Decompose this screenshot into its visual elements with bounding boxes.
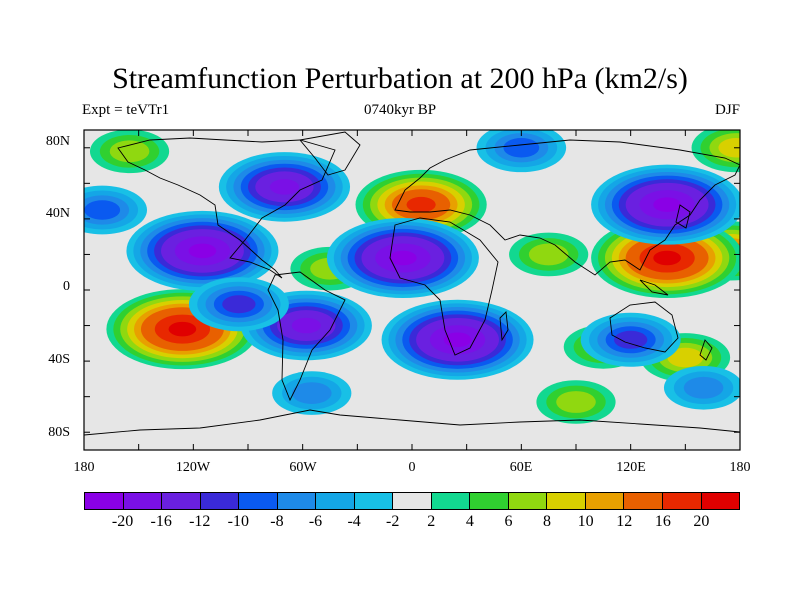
x-tick-180w: 180 — [73, 460, 95, 475]
colorbar-label: 12 — [616, 513, 633, 530]
coastlines — [84, 131, 740, 436]
anomaly-arctic-north-pacific-high — [89, 130, 170, 174]
colorbar-cell — [393, 493, 432, 509]
colorbar-label: -4 — [347, 513, 361, 530]
anomaly-central-atlantic-low — [326, 218, 479, 298]
x-tick-120w: 120W — [175, 460, 211, 475]
x-tick-60e: 60E — [509, 460, 533, 475]
contour-level — [406, 196, 436, 213]
colorbar — [84, 492, 740, 510]
colorbar-cell — [239, 493, 278, 509]
colorbar-cell — [123, 493, 163, 509]
colorbar-cell — [277, 493, 317, 509]
time-label: 0740kyr BP — [363, 102, 437, 118]
anomaly-north-pacific-west-low — [84, 185, 148, 235]
contour-level — [503, 138, 540, 158]
anomaly-central-pacific-low — [126, 210, 279, 291]
y-tick-80s: 80S — [48, 425, 70, 440]
contour-level — [653, 197, 681, 212]
contour-level — [222, 295, 256, 314]
contour-level — [443, 332, 472, 348]
contour-level — [109, 140, 150, 163]
colorbar-label: 4 — [465, 513, 474, 530]
contour-level — [683, 376, 724, 399]
colorbar-cell — [431, 493, 471, 509]
contour-level — [667, 347, 704, 368]
experiment-label: Expt = teVTr1 — [82, 102, 170, 118]
colorbar-label: 16 — [654, 513, 671, 530]
colorbar-cell — [354, 493, 394, 509]
contour-level — [168, 321, 197, 337]
colorbar-label: -2 — [386, 513, 400, 530]
anomaly-south-africa-low — [381, 299, 534, 380]
anomaly-arctic-russia-low — [476, 130, 567, 173]
contour-level — [389, 250, 417, 266]
anomaly-southwest-pacific-low — [663, 365, 740, 410]
y-tick-40s: 40S — [48, 352, 70, 367]
contour-level — [614, 330, 648, 349]
anomaly-indian-ocean-high — [509, 232, 589, 277]
x-tick-180e: 180 — [729, 460, 751, 475]
colorbar-cell — [624, 493, 663, 509]
colorbar-cell — [470, 493, 509, 509]
colorbar-cell — [316, 493, 355, 509]
colorbar-label: -12 — [189, 513, 211, 530]
x-tick-60w: 60W — [289, 460, 317, 475]
season-label: DJF — [714, 102, 740, 118]
x-tick-0: 0 — [408, 460, 416, 475]
colorbar-label: -10 — [227, 513, 250, 530]
colorbar-label: 2 — [427, 513, 436, 530]
anomaly-east-pacific-low — [188, 277, 289, 332]
contour-level — [291, 317, 321, 334]
colorbar-cell — [701, 493, 740, 509]
colorbar-label: -8 — [270, 513, 284, 530]
y-tick-40n: 40N — [45, 206, 70, 221]
contour-level — [556, 391, 596, 413]
x-tick-120e: 120E — [616, 460, 646, 475]
anomaly-north-asia-high — [691, 130, 740, 173]
colorbar-label: 8 — [543, 513, 552, 530]
contour-level — [84, 200, 121, 220]
colorbar-cell — [508, 493, 548, 509]
colorbar-label: 6 — [504, 513, 513, 530]
contour-field — [84, 130, 740, 424]
contour-level — [718, 138, 740, 158]
anomaly-north-america-low — [218, 152, 351, 222]
plot-title: Streamfunction Perturbation at 200 hPa (… — [112, 62, 688, 95]
colorbar-cell — [547, 493, 586, 509]
colorbar-cell — [662, 493, 702, 509]
contour-level — [291, 382, 332, 405]
y-tick-0: 0 — [63, 279, 70, 294]
colorbar-label: -20 — [111, 513, 134, 530]
contour-level — [653, 250, 681, 266]
anomaly-australia-low — [580, 312, 681, 367]
contour-level — [528, 243, 569, 266]
colorbar-cell — [85, 493, 124, 509]
colorbar-label: -6 — [308, 513, 323, 530]
colorbar-cell — [200, 493, 240, 509]
anomaly-southern-ocean-high — [536, 380, 616, 424]
contour-level — [269, 179, 300, 195]
contour-level — [188, 243, 217, 259]
colorbar-cell — [585, 493, 625, 509]
colorbar-label: 20 — [693, 513, 710, 530]
anomaly-siberia-low — [591, 164, 740, 245]
axis-ticks — [83, 130, 741, 450]
y-tick-80n: 80N — [45, 134, 70, 149]
colorbar-cell — [162, 493, 201, 509]
anomaly-southern-ocean-low — [272, 371, 352, 415]
colorbar-label: -16 — [150, 513, 172, 530]
colorbar-label: 10 — [577, 513, 594, 530]
